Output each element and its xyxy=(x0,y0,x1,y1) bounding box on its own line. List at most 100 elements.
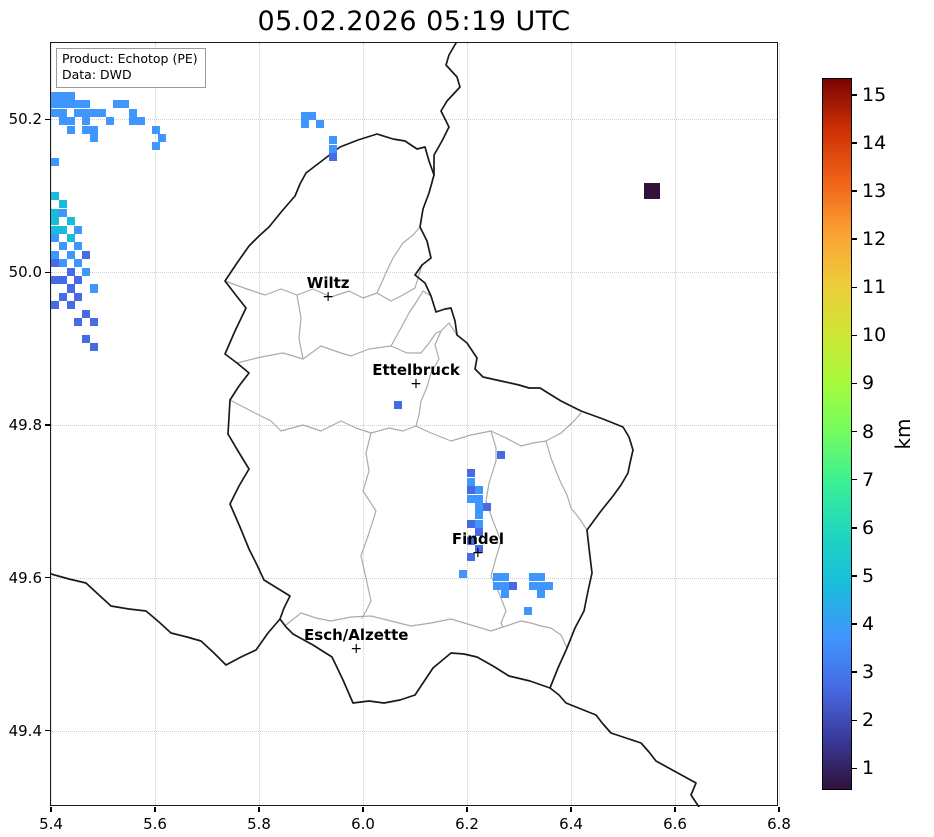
echo-pixel xyxy=(500,581,509,590)
y-tick-label: 49.6 xyxy=(8,568,42,587)
echo-pixel xyxy=(74,292,83,301)
echo-pixel xyxy=(329,144,338,153)
y-tick-label: 50.0 xyxy=(8,263,42,282)
x-tick-label: 6.0 xyxy=(351,815,375,833)
y-tick-label: 49.8 xyxy=(8,416,42,434)
echo-pixel xyxy=(66,217,75,226)
echo-pixel xyxy=(58,200,67,209)
gridline-vertical xyxy=(51,43,52,805)
echo-pixel xyxy=(152,142,161,151)
echo-pixel xyxy=(58,276,67,285)
echo-pixel xyxy=(74,108,83,117)
colorbar-tick-mark xyxy=(852,767,857,770)
echo-pixel xyxy=(467,536,476,545)
x-tick-label: 6.8 xyxy=(767,815,791,833)
colorbar-tick-label: 15 xyxy=(862,83,887,106)
echo-pixel xyxy=(82,108,91,117)
echo-pixel xyxy=(129,117,138,126)
echo-pixel xyxy=(66,234,75,243)
legend-product-line: Product: Echotop (PE) xyxy=(62,51,198,66)
echo-pixel xyxy=(82,117,91,126)
echo-pixel xyxy=(82,334,91,343)
gridline-vertical xyxy=(675,43,676,805)
echo-pixel xyxy=(66,91,75,100)
echo-pixel xyxy=(90,108,99,117)
echo-pixel xyxy=(474,502,483,512)
colorbar-tick-mark xyxy=(852,575,857,577)
colorbar-gradient xyxy=(823,79,851,789)
echo-pixel xyxy=(58,259,67,268)
gridline-horizontal xyxy=(51,119,777,121)
echo-pixel xyxy=(51,234,60,243)
echo-pixel xyxy=(467,469,476,478)
gridline-horizontal xyxy=(51,577,777,579)
x-tick-mark xyxy=(466,807,468,812)
x-tick-mark xyxy=(362,807,364,812)
echo-pixel xyxy=(467,486,476,495)
city-label: Ettelbruck xyxy=(372,360,460,379)
echo-pixel xyxy=(74,276,83,285)
x-tick-label: 6.4 xyxy=(559,815,583,833)
y-tick-label: 50.2 xyxy=(8,110,42,129)
x-tick-mark xyxy=(674,807,676,812)
france-germany-border xyxy=(549,687,700,807)
echo-pixel xyxy=(474,494,483,503)
echo-pixel xyxy=(51,208,60,217)
echo-pixel xyxy=(90,343,99,352)
echo-pixel xyxy=(394,401,403,410)
echo-pixel xyxy=(66,267,75,276)
plot-area: Product: Echotop (PE) Data: DWD 5.4 5.6 5.… xyxy=(9,42,791,833)
echo-pixel xyxy=(58,108,67,117)
colorbar-tick-label: 12 xyxy=(862,228,887,251)
colorbar-tick-label: 4 xyxy=(862,613,875,636)
echo-pixel xyxy=(51,100,60,109)
echo-pixel xyxy=(329,153,338,162)
y-tick-mark xyxy=(45,271,51,273)
x-tick-label: 6.6 xyxy=(663,815,687,833)
legend-box: Product: Echotop (PE) Data: DWD xyxy=(56,48,206,88)
echo-pixel xyxy=(74,100,83,109)
colorbar-tick-label: 13 xyxy=(862,180,887,203)
colorbar-tick-mark xyxy=(852,238,857,240)
echo-pixel xyxy=(51,158,60,167)
x-tick-label: 5.4 xyxy=(39,815,63,833)
echo-pixel xyxy=(529,573,538,582)
y-tick-mark xyxy=(45,118,51,121)
echo-pixel xyxy=(474,519,483,528)
echo-pixel xyxy=(66,100,75,109)
chart-title: 05.02.2026 05:19 UTC xyxy=(257,6,571,37)
echo-pixel xyxy=(643,191,652,200)
echo-pixel xyxy=(58,225,67,234)
echo-pixel xyxy=(58,292,67,301)
colorbar-tick-mark xyxy=(852,623,857,625)
echo-pixel xyxy=(51,217,60,226)
district-borders xyxy=(224,226,588,649)
echo-pixel xyxy=(493,573,502,582)
city-label: Findel xyxy=(451,530,504,549)
gridline-horizontal xyxy=(51,730,777,732)
echo-pixel xyxy=(537,590,546,599)
echo-pixel xyxy=(474,544,483,554)
x-tick-mark xyxy=(50,807,52,812)
echo-pixel xyxy=(493,581,502,590)
echo-pixel xyxy=(651,182,660,191)
echo-pixel xyxy=(90,318,99,327)
echo-pixel xyxy=(121,100,130,109)
gridline-vertical xyxy=(779,43,780,805)
echo-pixel xyxy=(82,250,91,259)
legend-source-line: Data: DWD xyxy=(62,67,132,83)
colorbar-tick-mark xyxy=(852,527,857,529)
echo-pixel xyxy=(474,528,483,537)
colorbar-tick-mark xyxy=(852,719,857,721)
echo-pixel xyxy=(66,117,75,126)
echo-pixel xyxy=(136,117,145,126)
echo-pixel xyxy=(58,100,67,109)
x-tick-label: 5.6 xyxy=(143,815,167,833)
colorbar-tick-label: 10 xyxy=(862,324,887,347)
echo-pixel xyxy=(51,91,60,100)
colorbar-unit-label: km xyxy=(891,418,915,450)
colorbar-tick-mark xyxy=(852,334,857,337)
echo-pixel xyxy=(329,136,338,145)
echo-pixel xyxy=(66,250,75,259)
gridline-vertical xyxy=(259,43,260,805)
